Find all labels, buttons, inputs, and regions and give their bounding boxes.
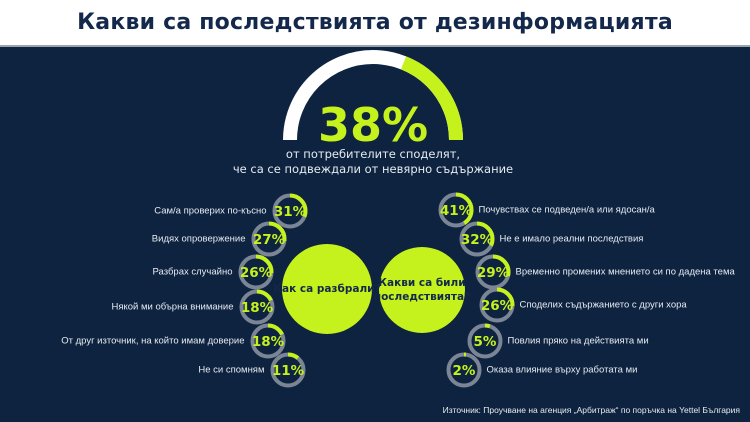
percent-label: 2% [453, 363, 476, 379]
item-label: Видях опровержение [151, 233, 246, 245]
item-label: Почувствах се подведен/а или ядосан/а [478, 204, 655, 216]
ring-fill [459, 221, 495, 257]
item-label: Разбрах случайно [152, 266, 233, 278]
item-label: Някой ми обърна внимание [111, 301, 234, 313]
headline-text: от потребителите споделят, че са се подв… [0, 147, 746, 177]
item-label: От друг източник, на който имам доверие [61, 335, 245, 347]
gauge-fill [400, 56, 463, 141]
ring-fill [251, 221, 287, 257]
percent-label: 32% [461, 232, 494, 248]
item-label: Не е имало реални последствия [499, 233, 644, 245]
percent-label: 18% [241, 300, 274, 316]
source-note: Източник: Проучване на агенция „Арбитраж… [442, 405, 740, 415]
ring-fill [239, 289, 275, 325]
item-label: Повлия пряко на действията ми [507, 335, 649, 347]
percent-label: 18% [252, 334, 285, 350]
item-label: Сам/а проверих по-късно [154, 205, 267, 217]
page-title: Какви са последствията от дезинформацият… [77, 10, 673, 35]
item-label: Оказа влияние върху работата ми [486, 364, 638, 376]
bubble-title-right-line-1: Какви са били [378, 277, 466, 289]
item-label: Споделих съдържанието с други хора [519, 299, 687, 311]
percent-label: 31% [274, 204, 307, 220]
bubble-consequences [379, 247, 465, 333]
bubble-title-right: Какви са били последствията? [374, 276, 470, 304]
bubble-how-found-out [282, 244, 372, 334]
headline-line-2: че са се подвеждали от невярно съдържани… [232, 162, 514, 176]
ring-fill [446, 352, 482, 388]
item-label: Временно промених мнението си по дадена … [515, 266, 735, 278]
headline-percent: 38% [317, 98, 429, 152]
ring-fill [238, 254, 274, 290]
item-label: Не си спомням [198, 364, 265, 376]
ring-fill [467, 323, 503, 359]
bubble-title-right-line-2: последствията? [373, 291, 471, 303]
percent-label: 11% [272, 363, 305, 379]
headline-line-1: от потребителите споделят, [285, 147, 461, 161]
ring-fill [479, 287, 515, 323]
ring-fill [270, 352, 306, 388]
ring-fill [272, 193, 308, 229]
title-bar: Какви са последствията от дезинформацият… [0, 0, 750, 47]
percent-label: 26% [481, 298, 514, 314]
ring-fill [250, 323, 286, 359]
ring-fill [438, 192, 474, 228]
ring-fill [475, 254, 511, 290]
bubble-title-left: Как са разбрали? [273, 283, 381, 295]
percent-label: 5% [474, 334, 497, 350]
percent-label: 29% [477, 265, 510, 281]
percent-label: 26% [240, 265, 273, 281]
percent-label: 27% [253, 232, 286, 248]
percent-label: 41% [440, 203, 473, 219]
